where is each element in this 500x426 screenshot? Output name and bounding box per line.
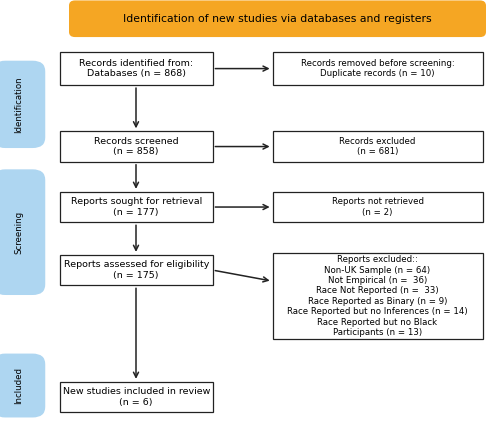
Bar (272, 131, 482, 162)
Bar (60, 255, 212, 285)
Text: New studies included in review
(n = 6): New studies included in review (n = 6) (62, 387, 210, 407)
Text: Records excluded
(n = 681): Records excluded (n = 681) (340, 137, 415, 156)
Text: Reports sought for retrieval
(n = 177): Reports sought for retrieval (n = 177) (70, 197, 202, 217)
Bar (60, 382, 212, 412)
Text: Identification: Identification (14, 76, 24, 132)
FancyBboxPatch shape (0, 354, 46, 417)
Bar (272, 192, 482, 222)
Bar (60, 52, 212, 85)
Text: Screening: Screening (14, 210, 24, 254)
Text: Records screened
(n = 858): Records screened (n = 858) (94, 137, 178, 156)
Text: Reports assessed for eligibility
(n = 175): Reports assessed for eligibility (n = 17… (64, 260, 209, 280)
FancyBboxPatch shape (69, 0, 486, 37)
Text: Reports excluded::
Non-UK Sample (n = 64)
Not Empirical (n =  36)
Race Not Repor: Reports excluded:: Non-UK Sample (n = 64… (287, 255, 468, 337)
Text: Included: Included (14, 367, 24, 404)
Bar (60, 192, 212, 222)
Text: Records identified from:
Databases (n = 868): Records identified from: Databases (n = … (79, 59, 194, 78)
FancyBboxPatch shape (0, 61, 46, 148)
Bar (60, 131, 212, 162)
Text: Records removed before screening:
Duplicate records (n = 10): Records removed before screening: Duplic… (300, 59, 454, 78)
Bar (272, 253, 482, 339)
Text: Reports not retrieved
(n = 2): Reports not retrieved (n = 2) (332, 197, 424, 217)
Bar (272, 52, 482, 85)
Text: Identification of new studies via databases and registers: Identification of new studies via databa… (123, 14, 432, 24)
FancyBboxPatch shape (0, 169, 46, 295)
